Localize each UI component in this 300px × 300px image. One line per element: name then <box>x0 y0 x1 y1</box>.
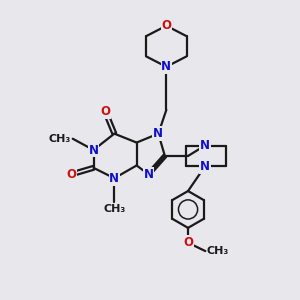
Text: N: N <box>88 143 98 157</box>
Text: CH₃: CH₃ <box>103 203 125 214</box>
Text: O: O <box>100 106 110 118</box>
Text: N: N <box>200 160 210 173</box>
Text: N: N <box>143 168 154 181</box>
Text: N: N <box>153 127 163 140</box>
Text: CH₃: CH₃ <box>49 134 71 144</box>
Text: N: N <box>200 139 210 152</box>
Text: N: N <box>109 172 119 185</box>
Text: N: N <box>161 60 171 73</box>
Text: O: O <box>183 236 193 249</box>
Text: O: O <box>161 19 171 32</box>
Text: CH₃: CH₃ <box>207 246 229 256</box>
Text: O: O <box>66 168 76 181</box>
